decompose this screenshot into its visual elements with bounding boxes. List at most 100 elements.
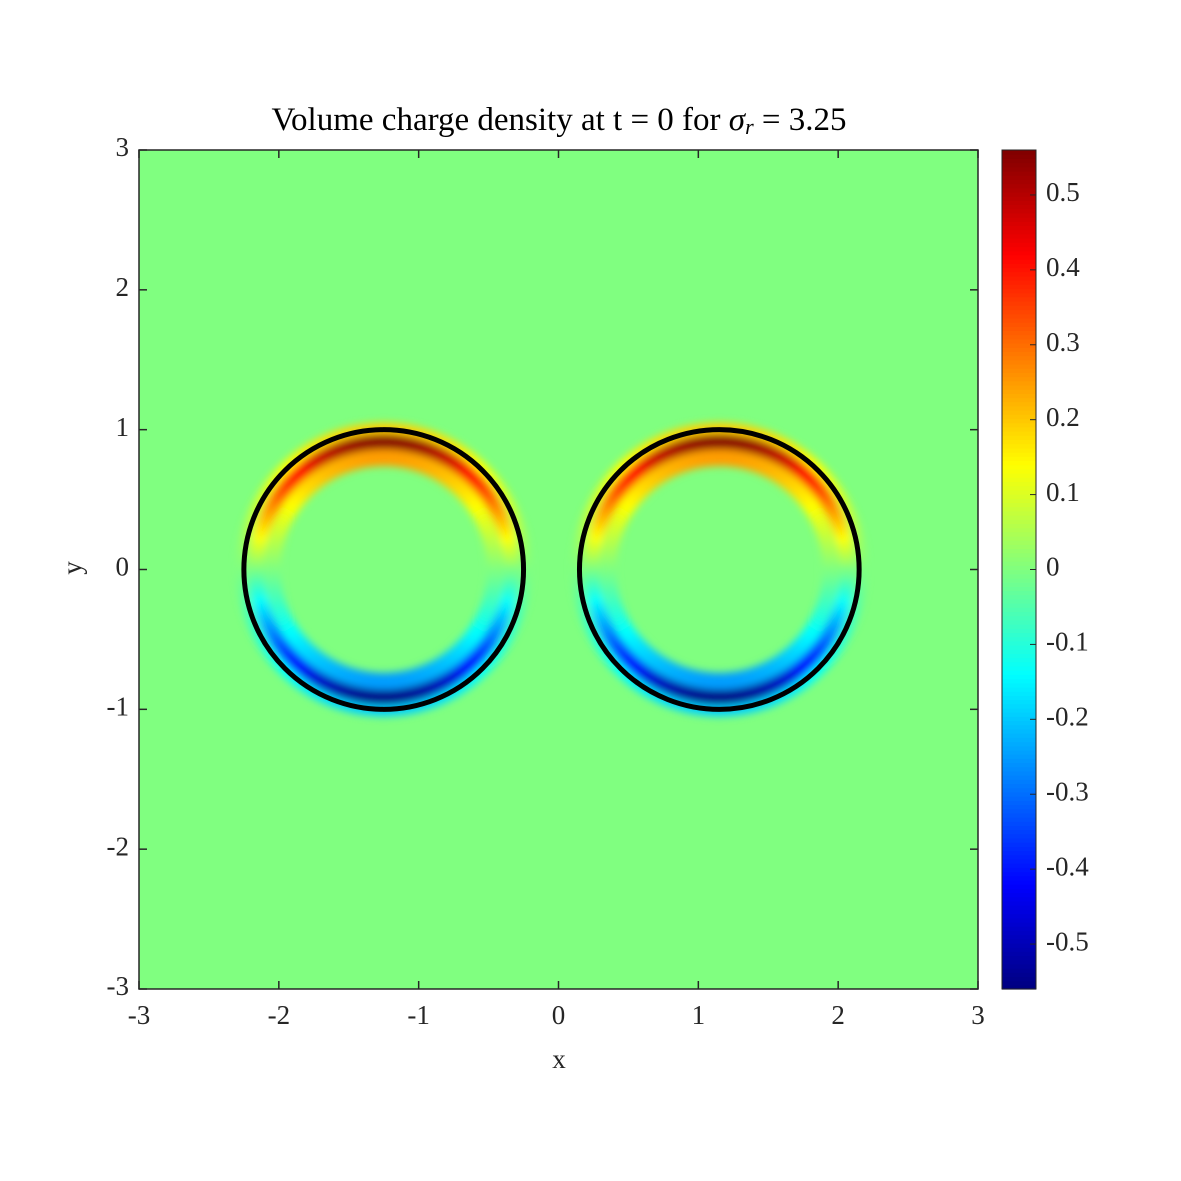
- charge-segment: [393, 449, 405, 468]
- conductor-outline: [241, 427, 527, 712]
- charge-segment: [316, 655, 333, 675]
- colorbar-cell: [1002, 573, 1036, 579]
- charge-segment: [263, 552, 282, 564]
- colorbar-cell: [1002, 502, 1036, 508]
- charge-segment: [836, 585, 854, 598]
- colorbar-cell: [1002, 372, 1036, 378]
- colorbar-cell: [1002, 275, 1036, 281]
- y-tick-label: -3: [107, 971, 130, 1001]
- charge-segment: [273, 611, 293, 628]
- colorbar-cell: [1002, 338, 1036, 344]
- x-tick-label: 3: [971, 1000, 985, 1030]
- colorbar-cell: [1002, 259, 1036, 264]
- charge-segment: [368, 433, 380, 451]
- charge-segment: [786, 663, 804, 682]
- charge-segment: [713, 449, 724, 467]
- charge-segment: [810, 610, 830, 626]
- colorbar-cell: [1002, 280, 1036, 285]
- colorbar-cell: [1002, 858, 1036, 864]
- colorbar-cell: [1002, 603, 1036, 608]
- colorbar-cell: [1002, 267, 1036, 273]
- colorbar-cell: [1002, 489, 1036, 495]
- charge-segment: [626, 485, 645, 504]
- charge-segment: [622, 630, 641, 648]
- charge-segment: [420, 680, 436, 699]
- colorbar-cell: [1002, 271, 1036, 277]
- charge-segment: [729, 449, 741, 468]
- colorbar-cell: [1002, 288, 1036, 294]
- charge-segment: [248, 560, 264, 571]
- charge-segment: [478, 603, 498, 619]
- charge-segment: [806, 504, 826, 521]
- colorbar-cell: [1002, 321, 1036, 327]
- charge-segment: [303, 646, 321, 665]
- charge-segment: [306, 452, 324, 471]
- colorbar-cell: [1002, 389, 1036, 394]
- charge-segment: [270, 604, 290, 620]
- charge-segment: [486, 559, 504, 570]
- colorbar-cell: [1002, 422, 1036, 428]
- charge-segment: [652, 655, 669, 675]
- colorbar-tick-label: 0.3: [1046, 327, 1080, 357]
- colorbar-cell: [1002, 980, 1036, 986]
- colorbar-cell: [1002, 892, 1036, 898]
- charge-segment: [721, 449, 732, 467]
- charge-segment: [469, 474, 488, 493]
- colorbar-cell: [1002, 963, 1036, 969]
- charge-segment: [705, 689, 717, 706]
- colorbar-cell: [1002, 695, 1036, 701]
- charge-segment: [599, 625, 618, 643]
- colorbar-cell: [1002, 225, 1036, 231]
- charge-segment: [811, 639, 830, 657]
- charge-segment: [485, 624, 505, 642]
- charge-segment: [350, 686, 365, 704]
- colorbar-tick-label: 0.4: [1046, 252, 1080, 282]
- colorbar-cell: [1002, 393, 1036, 399]
- charge-segment: [751, 665, 766, 684]
- colorbar-cell: [1002, 896, 1036, 902]
- colorbar-cell: [1002, 955, 1036, 961]
- charge-segment: [377, 433, 389, 450]
- charge-segment: [279, 646, 299, 665]
- charge-segment: [616, 498, 636, 516]
- charge-segment: [816, 632, 836, 650]
- colorbar-cell: [1002, 808, 1036, 814]
- charge-segment: [452, 479, 471, 498]
- charge-segment: [496, 521, 515, 537]
- charge-segment: [493, 513, 512, 529]
- colorbar-cell: [1002, 779, 1036, 785]
- colorbar-cell: [1002, 921, 1036, 927]
- colorbar-cell: [1002, 787, 1036, 793]
- charge-segment: [583, 550, 601, 563]
- charge-segment: [807, 617, 827, 634]
- charge-segment: [502, 549, 520, 562]
- charge-segment: [815, 488, 835, 506]
- colorbar-cell: [1002, 150, 1036, 155]
- charge-segment: [462, 629, 482, 647]
- charge-segment: [667, 440, 683, 459]
- charge-segment: [414, 454, 429, 474]
- charge-segment: [503, 558, 520, 570]
- charge-segment: [599, 552, 617, 564]
- charge-segment: [715, 672, 725, 690]
- charge-segment: [466, 497, 486, 515]
- charge-segment: [706, 672, 717, 690]
- charge-segment: [632, 641, 651, 660]
- colorbar-cell: [1002, 414, 1036, 420]
- colorbar-tick-label: 0.5: [1046, 177, 1080, 207]
- colorbar-cell: [1002, 682, 1036, 688]
- charge-segment: [323, 659, 340, 679]
- y-tick-label: -1: [107, 692, 130, 722]
- charge-segment: [463, 467, 482, 486]
- charge-segment: [839, 558, 855, 570]
- charge-segment: [612, 505, 632, 522]
- charge-segment: [480, 488, 499, 506]
- colorbar-cell: [1002, 624, 1036, 629]
- charge-segment: [503, 568, 520, 579]
- charge-segment: [770, 464, 787, 484]
- charge-segment: [291, 462, 310, 481]
- colorbar-cell: [1002, 837, 1036, 843]
- charge-segment: [818, 535, 837, 548]
- charge-segment: [266, 591, 285, 604]
- charge-segment: [248, 569, 264, 581]
